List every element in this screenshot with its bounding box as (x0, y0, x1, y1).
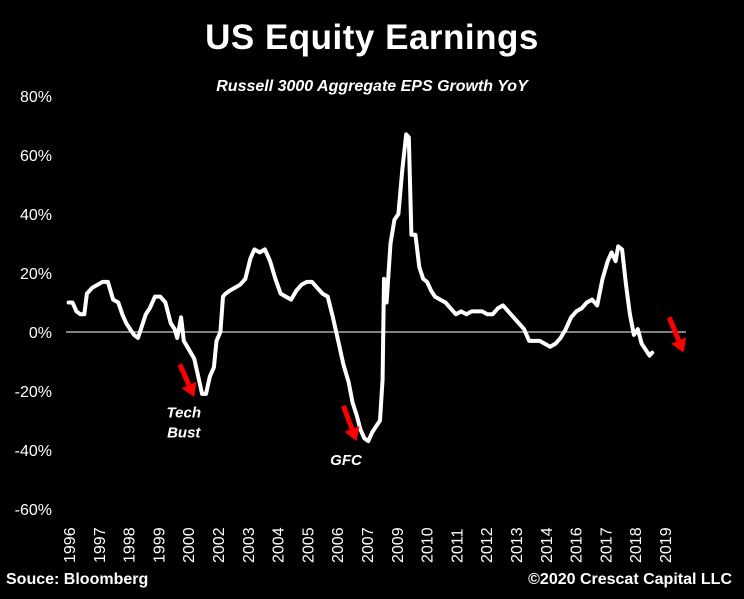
y-tick-label: 80% (20, 89, 52, 106)
y-tick-label: -60% (15, 502, 52, 519)
x-tick-label: 2004 (271, 527, 288, 563)
x-tick-label: 2007 (360, 527, 377, 563)
y-axis: 80% 60% 40% 20% 0% -20% -40% -60% (15, 89, 52, 519)
y-tick-label: -40% (15, 443, 52, 460)
y-tick-label: -20% (15, 384, 52, 401)
x-tick-label: 1996 (62, 527, 79, 563)
y-tick-label: 40% (20, 207, 52, 224)
x-tick-label: 2016 (569, 527, 586, 563)
source-note: Souce: Bloomberg (6, 571, 149, 588)
x-tick-label: 2005 (300, 527, 317, 563)
annotation-label: Tech Bust (167, 405, 202, 442)
y-tick-label: 60% (20, 148, 52, 165)
y-tick-label: 0% (29, 325, 52, 342)
copyright-note: ©2020 Crescat Capital LLC (528, 571, 732, 588)
x-tick-label: 2010 (420, 527, 437, 563)
x-tick-label: 2013 (509, 527, 526, 563)
series-group (66, 132, 655, 444)
x-tick-label: 2011 (449, 528, 466, 563)
annotations-group: Tech Bust GFC (167, 405, 363, 469)
red-arrow (666, 316, 687, 353)
x-tick-label: 2003 (241, 527, 258, 563)
chart-subtitle: Russell 3000 Aggregate EPS Growth YoY (216, 78, 528, 95)
arrows-group (177, 316, 687, 442)
annotation-label: GFC (330, 452, 363, 469)
x-tick-label: 1999 (151, 527, 168, 563)
y-tick-label: 20% (20, 266, 52, 283)
x-tick-label: 2019 (658, 527, 675, 563)
x-tick-label: 1997 (92, 527, 109, 563)
x-tick-label: 2006 (330, 527, 347, 563)
chart-title: US Equity Earnings (205, 18, 539, 57)
x-tick-label: 2000 (181, 527, 198, 563)
x-tick-label: 1998 (122, 527, 139, 563)
x-tick-label: 2018 (628, 527, 645, 563)
series-line (66, 132, 655, 444)
x-tick-label: 2002 (211, 527, 228, 563)
x-tick-label: 2017 (598, 527, 615, 563)
x-axis: 1996 1997 1998 1999 2000 2002 2003 2004 2005 2006… (62, 527, 675, 563)
red-arrow (177, 363, 197, 397)
x-tick-label: 2014 (539, 527, 556, 563)
red-arrow (341, 404, 360, 442)
x-tick-label: 2009 (390, 527, 407, 563)
x-tick-label: 2012 (479, 527, 496, 563)
